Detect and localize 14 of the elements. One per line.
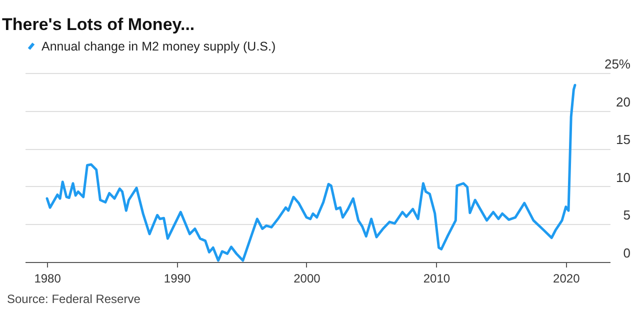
chart-title: There's Lots of Money... (2, 15, 195, 34)
x-tick-label: 2000 (294, 272, 321, 286)
y-tick-label: 5 (623, 208, 630, 223)
legend-label: Annual change in M2 money supply (U.S.) (42, 39, 276, 54)
x-tick-label: 1980 (34, 272, 62, 286)
y-tick-label: 10 (616, 170, 630, 185)
y-tick-label: 15 (616, 132, 630, 148)
x-tick-label: 2020 (553, 272, 580, 286)
y-tick-label: 20 (616, 94, 630, 110)
source-note: Source: Federal Reserve (7, 292, 141, 306)
y-tick-label: 0 (623, 246, 630, 260)
x-tick-label: 1990 (164, 272, 191, 286)
x-tick-label: 2010 (423, 272, 450, 286)
y-tick-label: 25% (604, 56, 631, 72)
